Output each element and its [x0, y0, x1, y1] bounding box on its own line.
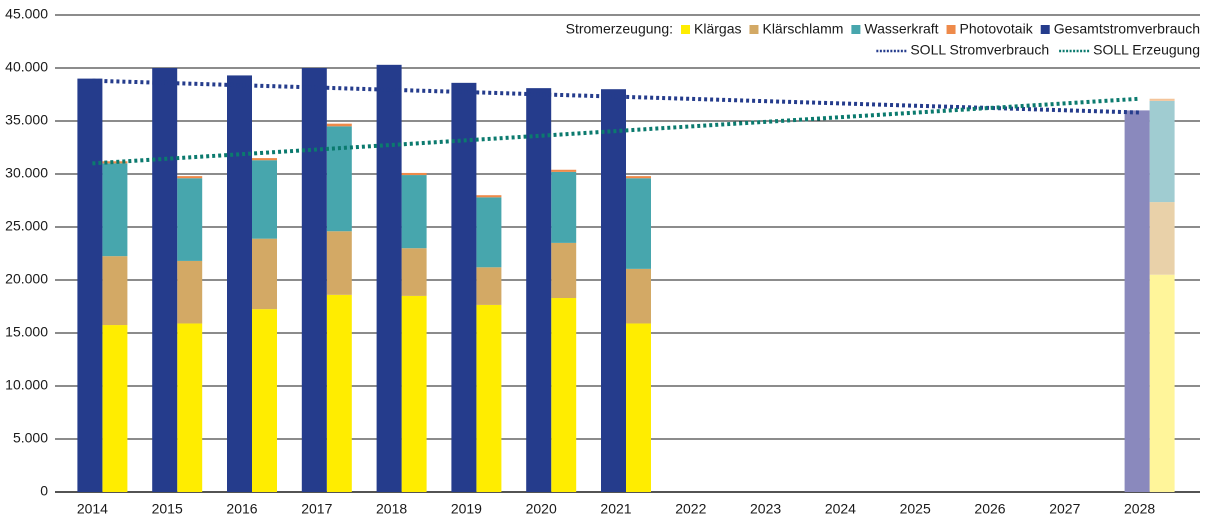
bar [401, 172, 427, 176]
bar [252, 158, 277, 161]
x-tick-label: 2014 [77, 501, 108, 517]
bar [476, 304, 502, 492]
bar [401, 295, 427, 492]
bar [177, 176, 203, 179]
y-tick-label: 20.000 [5, 271, 48, 287]
x-tick-label: 2022 [675, 501, 706, 517]
legend-label: Wasserkraft [864, 21, 938, 37]
bar [326, 294, 352, 492]
bar [601, 89, 626, 492]
bar [252, 309, 277, 492]
bar [376, 64, 402, 492]
y-tick-label: 30.000 [5, 165, 48, 181]
legend-title: Stromerzeugung: [566, 21, 673, 37]
bar [326, 231, 352, 295]
x-tick-label: 2026 [974, 501, 1005, 517]
legend-label: Klärschlamm [762, 21, 843, 37]
bar [401, 175, 427, 249]
target-line [92, 96, 1140, 166]
legend-label: SOLL Stromverbrauch [910, 42, 1049, 58]
x-tick-label: 2015 [152, 501, 183, 517]
y-tick-label: 25.000 [5, 218, 48, 234]
bar [1149, 98, 1175, 101]
bar [526, 88, 552, 492]
bar [626, 268, 651, 324]
bar [476, 267, 502, 305]
bar [102, 325, 128, 492]
x-tick-label: 2017 [301, 501, 332, 517]
bar [626, 178, 651, 269]
bar [326, 123, 352, 127]
bar [326, 126, 352, 232]
bar [626, 176, 651, 179]
x-tick-label: 2023 [750, 501, 781, 517]
bar [177, 178, 203, 261]
bar [626, 323, 651, 492]
y-tick-label: 15.000 [5, 324, 48, 340]
legend-swatch [681, 25, 691, 34]
bar [476, 197, 502, 268]
legend-swatch [1040, 25, 1050, 34]
x-tick-label: 2020 [526, 501, 557, 517]
bar [1149, 274, 1175, 492]
legend-label: Klärgas [694, 21, 741, 37]
legend-label: Gesamtstromverbrauch [1054, 21, 1200, 37]
bar [551, 169, 577, 172]
legend-label: Photovotaik [960, 21, 1034, 37]
x-tick-label: 2027 [1049, 501, 1080, 517]
legend-swatch [851, 25, 861, 34]
y-tick-label: 5.000 [13, 430, 48, 446]
bar [102, 161, 128, 164]
x-tick-label: 2021 [600, 501, 631, 517]
bar [102, 163, 128, 257]
x-tick-label: 2019 [451, 501, 482, 517]
legend-swatch [749, 25, 759, 34]
bar [451, 82, 477, 492]
x-tick-label: 2025 [900, 501, 931, 517]
bar [252, 238, 277, 310]
x-tick-label: 2018 [376, 501, 407, 517]
bar [1149, 202, 1175, 275]
bar [401, 248, 427, 296]
bar [551, 171, 577, 243]
bar [301, 68, 327, 492]
legend-swatch [946, 25, 956, 34]
legend-label: SOLL Erzeugung [1093, 42, 1200, 58]
bar [252, 160, 277, 239]
y-tick-label: 40.000 [5, 59, 48, 75]
bar [227, 75, 252, 493]
bar [177, 260, 203, 324]
bar [476, 195, 502, 198]
bar [1124, 110, 1150, 493]
bar [551, 242, 577, 299]
y-tick-label: 0 [40, 483, 48, 499]
bar [551, 298, 577, 492]
bar [102, 256, 128, 326]
bar [177, 323, 203, 492]
x-tick-label: 2028 [1124, 501, 1155, 517]
target-line [92, 78, 1140, 115]
y-tick-label: 10.000 [5, 377, 48, 393]
y-tick-label: 45.000 [5, 6, 48, 22]
bar [77, 78, 103, 492]
x-tick-label: 2024 [825, 501, 856, 517]
bar [1149, 100, 1175, 203]
y-tick-label: 35.000 [5, 112, 48, 128]
bar [152, 68, 178, 492]
x-tick-label: 2016 [226, 501, 257, 517]
